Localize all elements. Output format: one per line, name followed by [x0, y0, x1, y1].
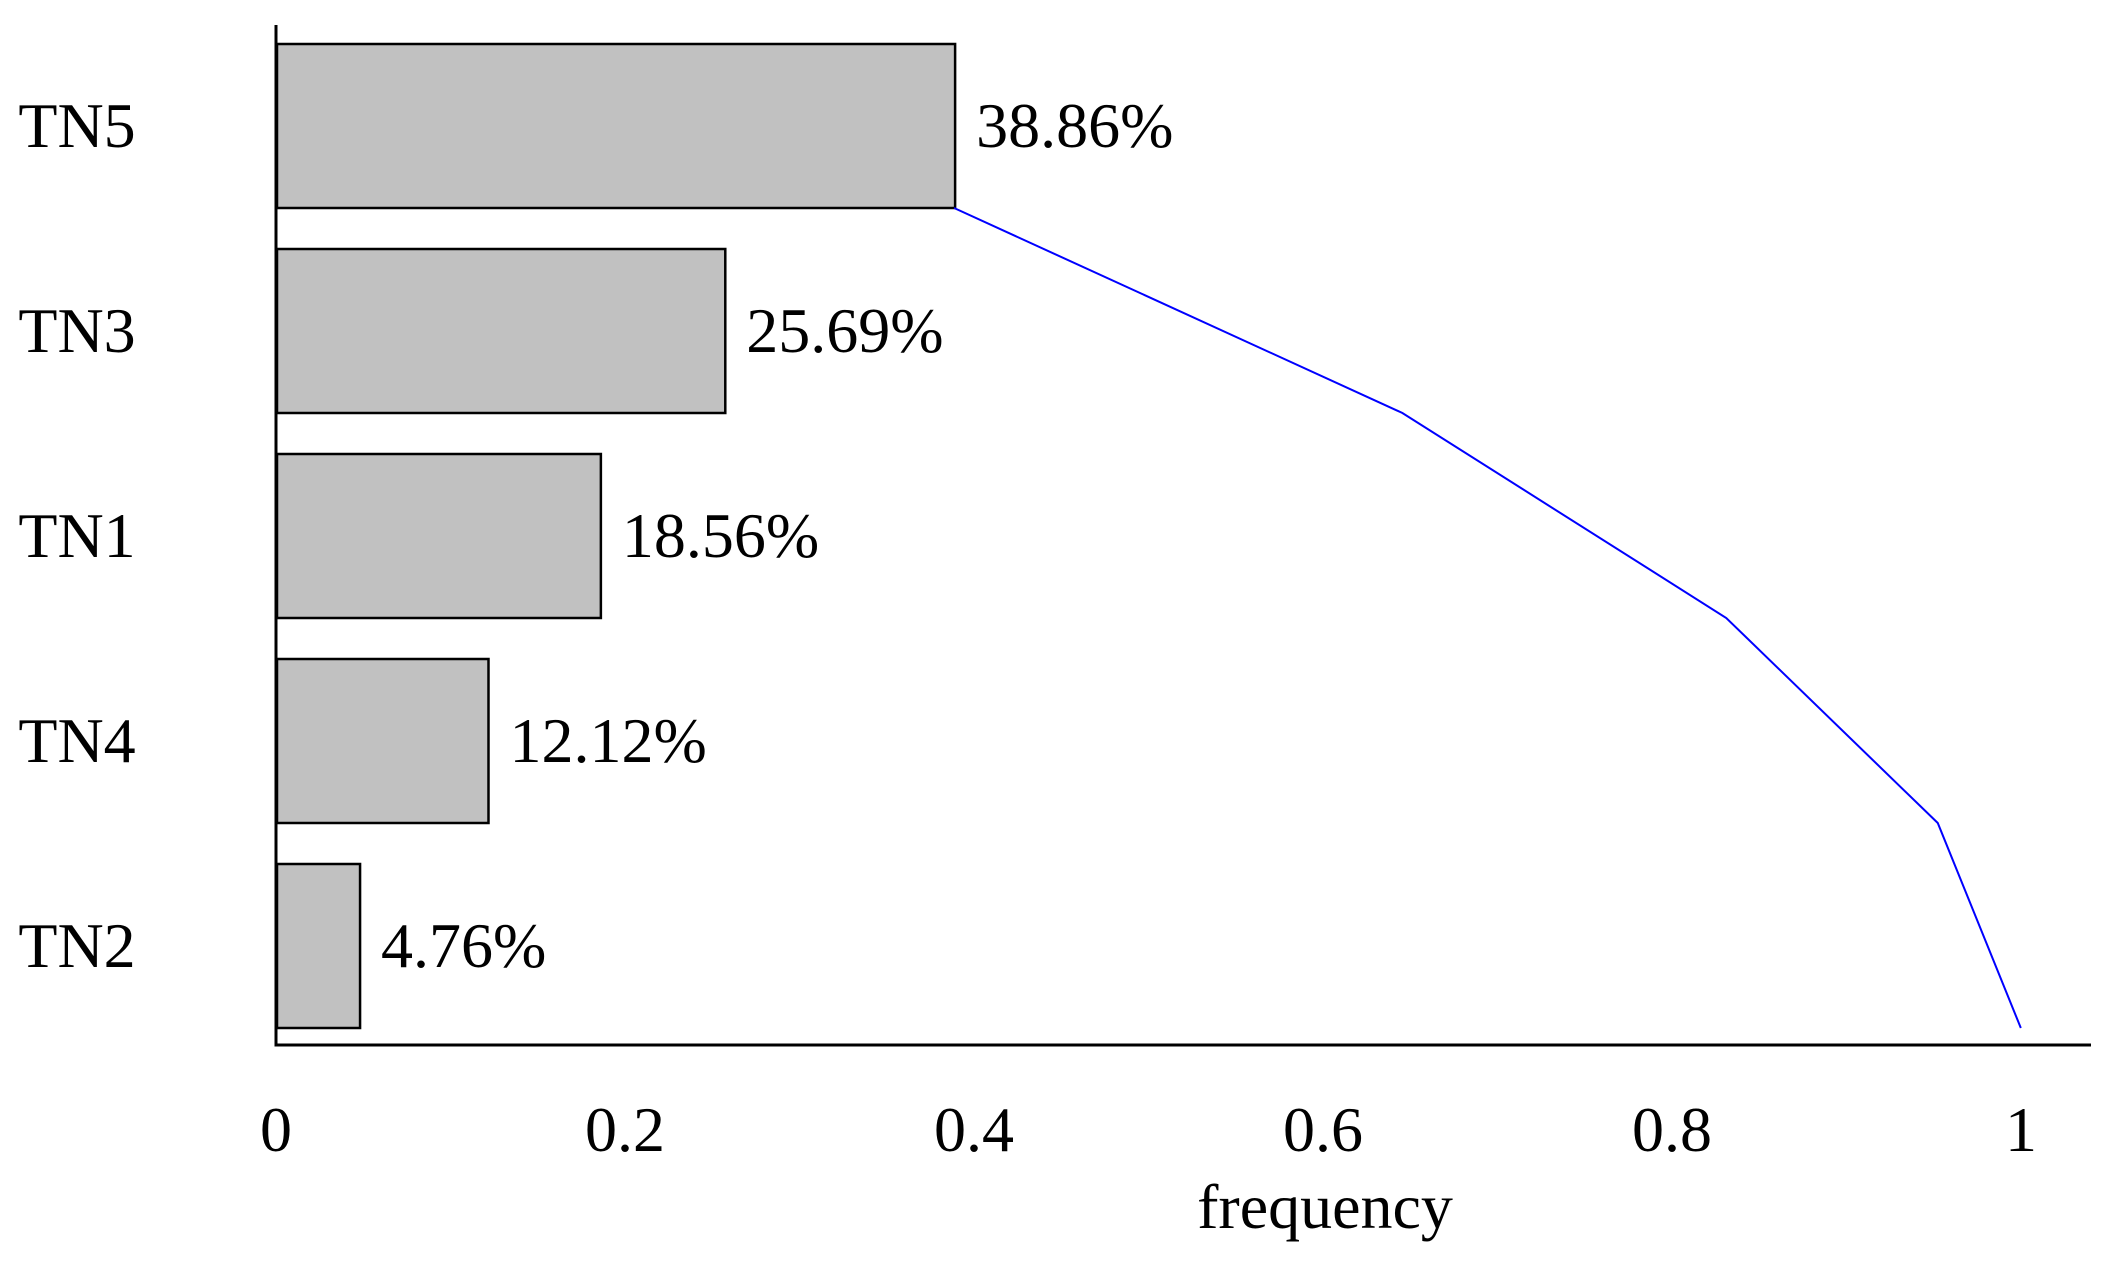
- value-label-tn4: 12.12%: [509, 705, 707, 776]
- x-tick-label-0.8: 0.8: [1632, 1094, 1712, 1165]
- bars-group: [275, 42, 957, 1030]
- bar-tn3: [275, 247, 727, 415]
- cumulative-line: [953, 207, 2022, 1029]
- value-label-tn5: 38.86%: [976, 90, 1174, 161]
- x-tick-label-0.4: 0.4: [934, 1094, 1014, 1165]
- value-label-tn1: 18.56%: [621, 500, 820, 571]
- category-label-tn4: TN4: [18, 705, 136, 776]
- x-tick-label-0.2: 0.2: [585, 1094, 665, 1165]
- x-tick-label-0.6: 0.6: [1283, 1094, 1363, 1165]
- bar-tn4: [275, 657, 490, 825]
- x-tick-label-0: 0: [260, 1094, 292, 1165]
- x-tick-label-1: 1: [2005, 1094, 2037, 1165]
- bar-tn2: [275, 862, 362, 1030]
- category-label-tn5: TN5: [18, 90, 136, 161]
- value-label-tn3: 25.69%: [746, 295, 944, 366]
- category-label-tn2: TN2: [18, 910, 136, 981]
- bar-tn1: [275, 452, 603, 620]
- value-label-tn2: 4.76%: [381, 910, 547, 981]
- x-axis-title: frequency: [1197, 1171, 1453, 1242]
- bar-tn5: [275, 42, 957, 210]
- category-label-tn1: TN1: [18, 500, 136, 571]
- category-label-tn3: TN3: [18, 295, 136, 366]
